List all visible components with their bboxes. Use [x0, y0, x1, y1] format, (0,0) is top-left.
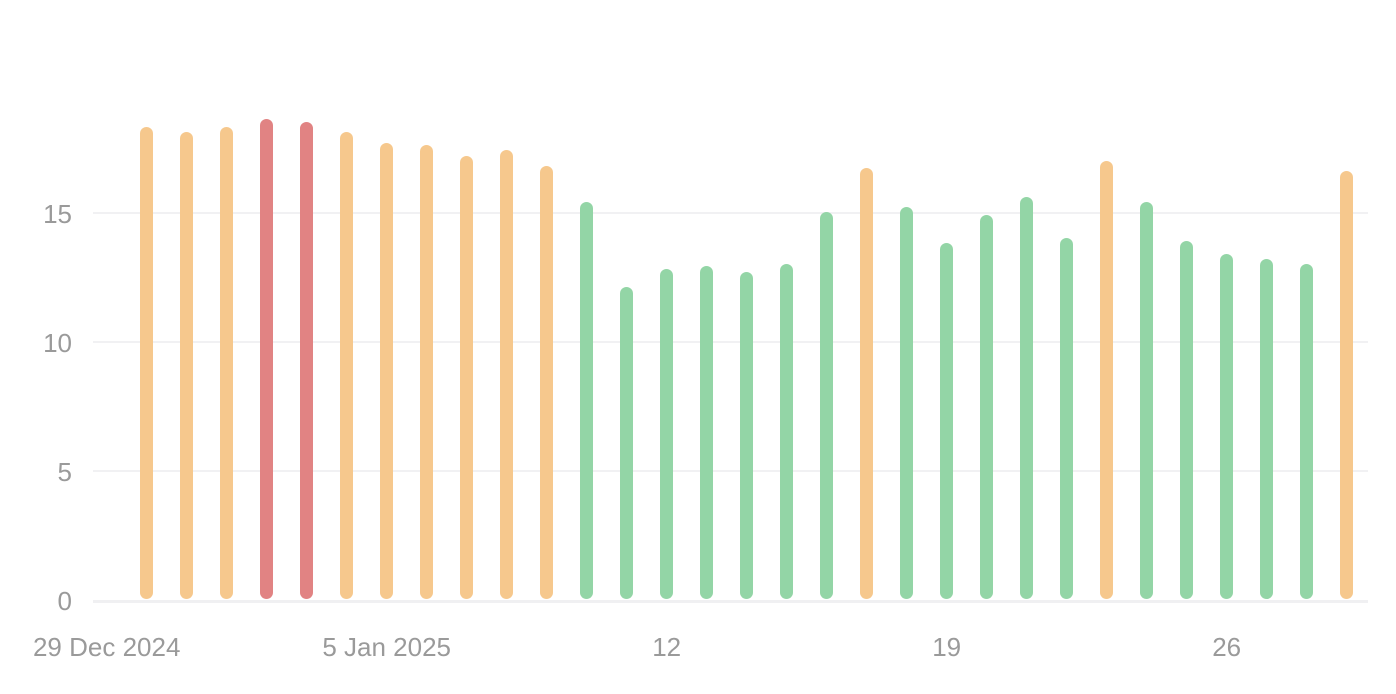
bar-20-jan-2025[interactable]	[980, 214, 994, 599]
bar-2-jan-2025[interactable]	[260, 119, 274, 599]
bar-1-jan-2025[interactable]	[220, 127, 234, 599]
bar-4-jan-2025[interactable]	[340, 132, 354, 599]
bar-30-dec-2024[interactable]	[140, 127, 154, 599]
bar-13-jan-2025[interactable]	[700, 266, 714, 599]
bar-12-jan-2025[interactable]	[660, 269, 674, 599]
bar-7-jan-2025[interactable]	[460, 155, 474, 599]
y-gridline-5	[93, 470, 1368, 473]
bar-15-jan-2025[interactable]	[780, 263, 794, 599]
bar-8-jan-2025[interactable]	[500, 150, 514, 599]
bar-25-jan-2025[interactable]	[1180, 240, 1194, 599]
x-axis-baseline	[93, 600, 1368, 603]
bar-28-jan-2025[interactable]	[1300, 263, 1314, 599]
bar-17-jan-2025[interactable]	[860, 168, 874, 599]
bar-10-jan-2025[interactable]	[580, 201, 594, 599]
x-axis-label-12: 12	[652, 632, 682, 662]
bar-23-jan-2025[interactable]	[1100, 160, 1114, 599]
bar-29-jan-2025[interactable]	[1340, 171, 1354, 599]
y-axis-label-15: 15	[43, 199, 72, 230]
x-axis-label-5-jan-2025: 5 Jan 2025	[322, 632, 452, 662]
bar-18-jan-2025[interactable]	[900, 207, 914, 599]
bar-21-jan-2025[interactable]	[1020, 196, 1034, 599]
y-gridline-10	[93, 341, 1368, 344]
bar-24-jan-2025[interactable]	[1140, 201, 1154, 599]
bar-27-jan-2025[interactable]	[1260, 258, 1274, 599]
bar-16-jan-2025[interactable]	[820, 212, 834, 599]
bar-6-jan-2025[interactable]	[420, 145, 434, 599]
bar-9-jan-2025[interactable]	[540, 165, 554, 599]
y-axis-label-0: 0	[57, 586, 72, 616]
y-gridline-15	[93, 212, 1368, 215]
bar-14-jan-2025[interactable]	[740, 271, 754, 599]
bar-19-jan-2025[interactable]	[940, 243, 954, 599]
bar-31-dec-2024[interactable]	[180, 132, 194, 599]
x-axis-label-19: 19	[932, 632, 962, 662]
x-axis-label-29-dec-2024: 29 Dec 2024	[32, 632, 181, 662]
y-axis-label-5: 5	[57, 457, 72, 488]
y-axis-label-10: 10	[43, 328, 72, 359]
bar-26-jan-2025[interactable]	[1220, 253, 1234, 599]
bar-3-jan-2025[interactable]	[300, 122, 314, 599]
bar-11-jan-2025[interactable]	[620, 287, 634, 599]
bar-22-jan-2025[interactable]	[1060, 238, 1074, 599]
bar-5-jan-2025[interactable]	[380, 142, 394, 599]
x-axis-label-26: 26	[1212, 632, 1242, 662]
